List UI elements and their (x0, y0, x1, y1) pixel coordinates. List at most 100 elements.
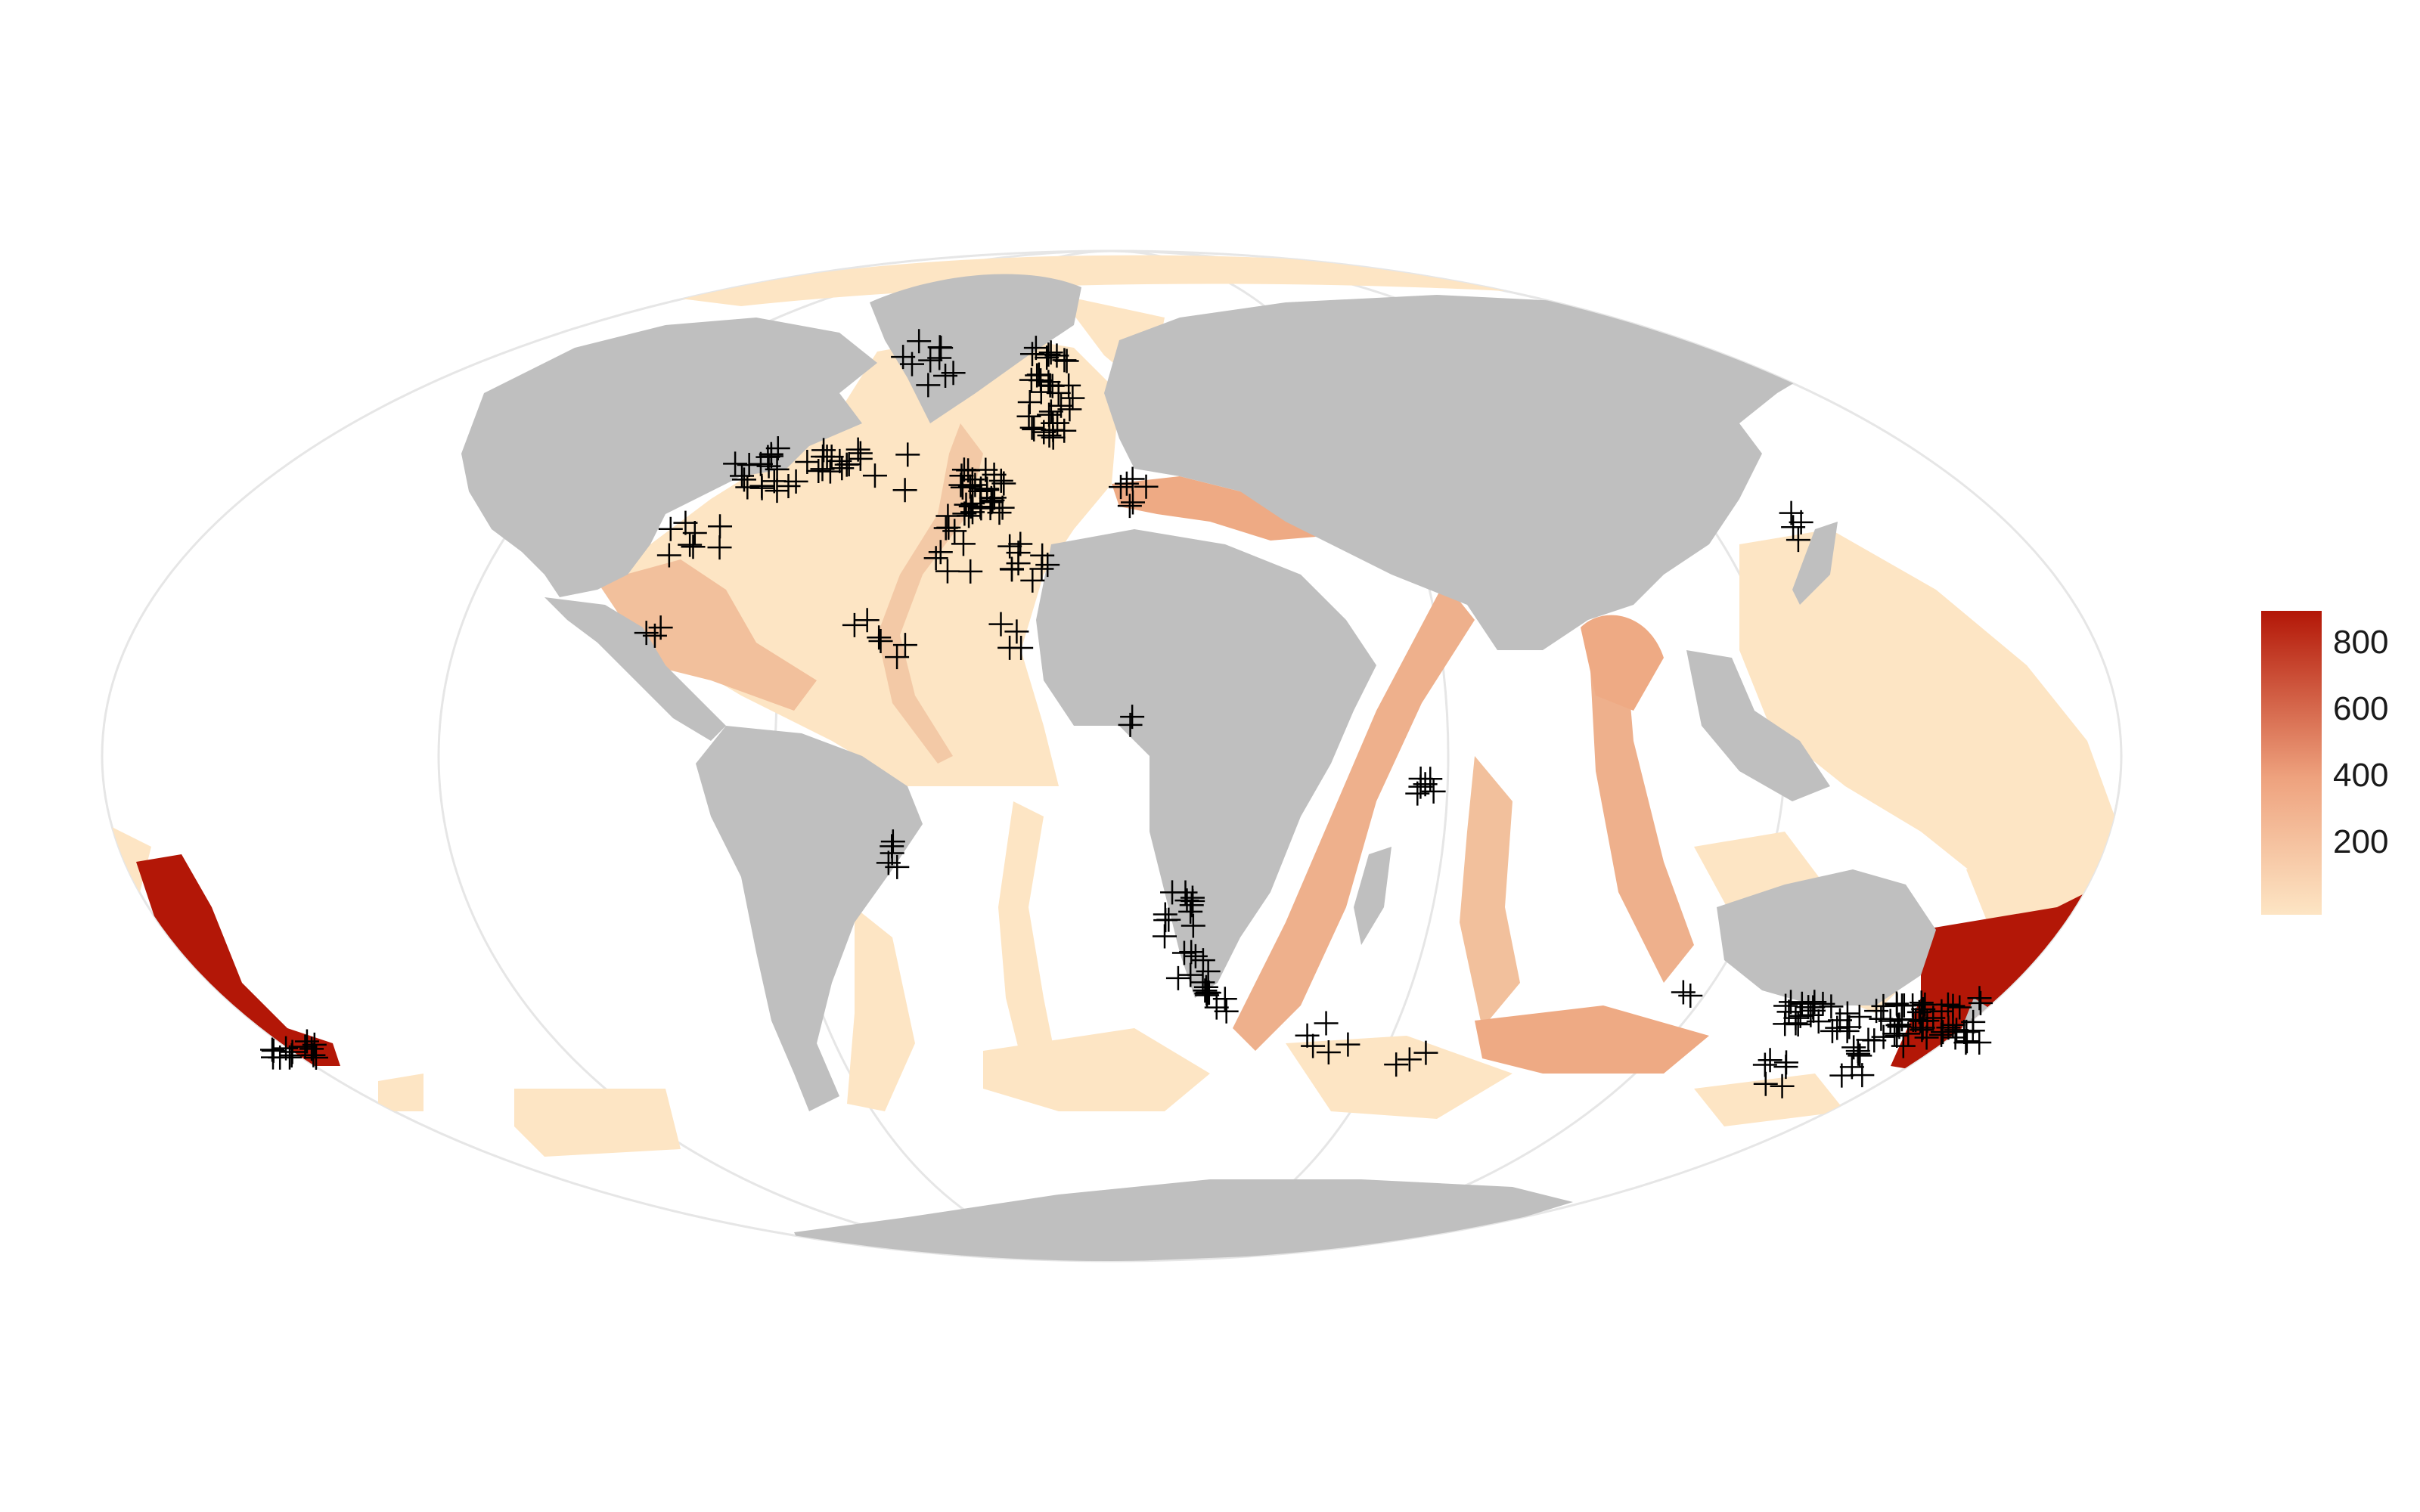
occurrence-marker (1671, 980, 1696, 1005)
japan-landmass (1792, 522, 1838, 605)
occurrence-marker (1789, 510, 1813, 534)
occurrence-marker (1869, 1006, 1894, 1031)
occurrence-marker (1022, 417, 1047, 442)
occurrence-marker (885, 645, 910, 670)
occurrence-marker (1819, 994, 1844, 1019)
occurrence-marker (1017, 390, 1042, 415)
legend-tick-label: 400 (2333, 757, 2388, 794)
habitat-region (1694, 1074, 1845, 1126)
occurrence-marker (1384, 1052, 1409, 1077)
occurrence-marker (1786, 1012, 1810, 1036)
occurrence-marker (907, 329, 932, 354)
occurrence-marker (301, 1043, 326, 1067)
antarctica-landmass (794, 1179, 1573, 1261)
occurrence-marker (892, 633, 917, 658)
occurrence-marker (954, 492, 979, 517)
occurrence-marker (759, 442, 783, 466)
occurrence-marker (1134, 474, 1159, 499)
occurrence-marker (1314, 1011, 1339, 1036)
occurrence-marker (737, 453, 762, 478)
occurrence-marker (1678, 984, 1703, 1009)
occurrence-marker (1006, 551, 1031, 576)
occurrence-marker (765, 479, 790, 503)
occurrence-marker (673, 510, 698, 535)
occurrence-marker (1891, 1033, 1916, 1058)
occurrence-marker (1910, 1015, 1935, 1040)
high-density-region (136, 854, 340, 1066)
indian-ocean-ridge (1460, 756, 1520, 1028)
occurrence-marker (708, 514, 733, 539)
occurrence-marker (1413, 1040, 1438, 1065)
occurrence-marker (1783, 1005, 1808, 1030)
occurrence-marker (682, 521, 707, 546)
occurrence-marker (1774, 1050, 1798, 1075)
occurrence-marker (274, 1036, 299, 1061)
occurrence-marker (1019, 415, 1044, 440)
occurrence-marker (1909, 990, 1934, 1015)
occurrence-marker (916, 373, 941, 398)
occurrence-marker (748, 451, 773, 476)
occurrence-marker (1802, 990, 1827, 1015)
occurrence-marker (1770, 1074, 1795, 1098)
occurrence-marker (762, 469, 786, 494)
west-pacific-habitat (1739, 529, 2118, 892)
occurrence-marker (1773, 993, 1798, 1018)
occurrence-marker (1165, 965, 1190, 990)
occurrence-marker (1862, 1028, 1887, 1053)
occurrence-marker (958, 494, 983, 519)
bay-of-bengal-habitat (1581, 615, 1664, 711)
indian-ocean-ridge (1233, 582, 1475, 1051)
occurrence-marker (1109, 475, 1134, 500)
occurrence-marker (678, 532, 703, 557)
occurrence-marker (862, 463, 887, 488)
occurrence-marker (1171, 940, 1196, 965)
occurrence-marker (1935, 992, 1960, 1017)
occurrence-marker (1967, 986, 1992, 1011)
eurasia-landmass (1104, 295, 1853, 650)
occurrence-marker (1968, 990, 1993, 1015)
occurrence-marker (1025, 363, 1050, 388)
occurrence-marker (1413, 772, 1438, 797)
occurrence-marker (929, 336, 954, 361)
occurrence-marker (1036, 342, 1061, 367)
africa-landmass (1036, 529, 1376, 998)
indian-ocean-ridge (1588, 627, 1694, 983)
occurrence-marker (1954, 1029, 1979, 1054)
occurrence-marker (1848, 1043, 1872, 1068)
occurrence-marker (1806, 1009, 1831, 1034)
occurrence-marker (1023, 336, 1048, 361)
occurrence-marker (1753, 1071, 1778, 1096)
occurrence-marker (1016, 404, 1041, 429)
occurrence-marker (1835, 1001, 1860, 1026)
occurrence-marker (880, 841, 904, 866)
occurrence-marker (1153, 902, 1177, 927)
habitat-region (378, 1074, 424, 1111)
occurrence-marker (1179, 893, 1204, 918)
occurrence-marker (1041, 425, 1066, 450)
occurrence-marker (928, 540, 953, 565)
south-atlantic-ridge (998, 801, 1059, 1089)
occurrence-marker (1845, 1039, 1870, 1064)
occurrence-marker (1117, 494, 1142, 519)
occurrence-marker (1008, 531, 1033, 556)
occurrence-marker (1020, 568, 1045, 593)
occurrence-marker (1944, 1018, 1969, 1043)
mid-atlantic-ridge (877, 423, 983, 764)
occurrence-marker (933, 516, 958, 541)
occurrence-marker (1295, 1023, 1320, 1048)
north-america-landmass (461, 318, 877, 597)
australia-landmass (1717, 869, 1936, 1005)
habitat-region (847, 907, 915, 1111)
occurrence-marker (979, 490, 1004, 515)
occurrence-marker (1196, 959, 1221, 984)
occurrence-marker (848, 446, 873, 471)
occurrence-marker (1035, 345, 1060, 370)
southeast-asia-landmass (1686, 650, 1830, 801)
occurrence-marker (1036, 370, 1061, 395)
occurrence-marker (1181, 913, 1205, 938)
occurrence-marker (918, 348, 943, 373)
occurrence-marker (842, 612, 867, 637)
occurrence-marker (1121, 490, 1145, 515)
occurrence-marker (1884, 991, 1909, 1016)
occurrence-marker (957, 503, 982, 528)
